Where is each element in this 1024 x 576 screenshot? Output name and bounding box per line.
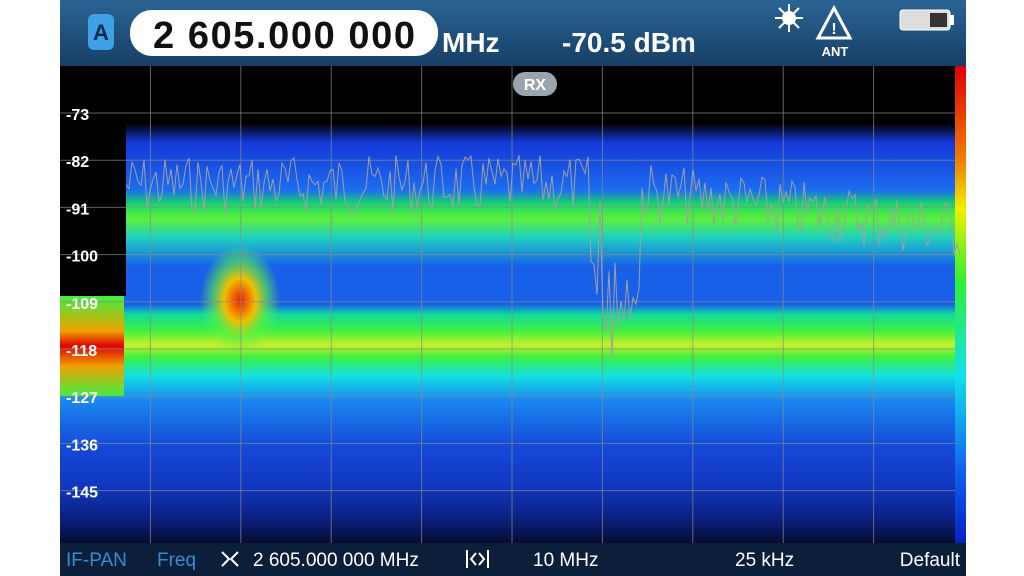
frequency: 2 605.000 000 [153,15,415,57]
preset[interactable]: Default [900,550,961,571]
spectrogram-left-signal [60,296,124,396]
span-icon [466,550,489,568]
rx-badge [513,72,557,96]
y-label: -73 [66,107,89,124]
y-label: -145 [66,485,98,502]
center[interactable]: 2 605.000 000 MHz [253,550,419,571]
span[interactable]: 10 MHz [533,550,598,571]
y-label: -91 [66,201,89,218]
spectrogram [60,66,966,543]
rx-label: RX [524,77,547,94]
y-label: -109 [66,296,98,313]
spectrogram-left-dark [60,66,126,296]
y-label: -136 [66,437,98,454]
signal-peak [200,245,280,355]
footer-bar [60,543,966,576]
level: -70.5 dBm [562,27,696,58]
y-label: -100 [66,249,98,266]
y-label: -82 [66,154,89,171]
parameter[interactable]: Freq [157,550,196,571]
y-labels: -73 -82 -91 -100 -109 -118 -127 -136 -145 [66,107,98,502]
channel: A [93,20,109,45]
warning-mark: ! [831,21,836,38]
sun-icon [775,4,803,32]
trace [125,154,961,358]
antenna: ANT [822,44,849,59]
frequency-unit: MHz [442,27,500,58]
warning-icon [815,4,853,40]
mode[interactable]: IF-PAN [66,550,127,571]
resolution[interactable]: 25 kHz [735,550,794,571]
color-scale [955,66,966,543]
y-label: -127 [66,390,98,407]
y-label: -118 [66,343,97,360]
battery-level [930,13,947,27]
battery-tip [950,15,954,25]
channel-badge[interactable] [88,14,114,50]
center-icon [221,551,239,567]
frequency-box[interactable] [130,10,438,56]
